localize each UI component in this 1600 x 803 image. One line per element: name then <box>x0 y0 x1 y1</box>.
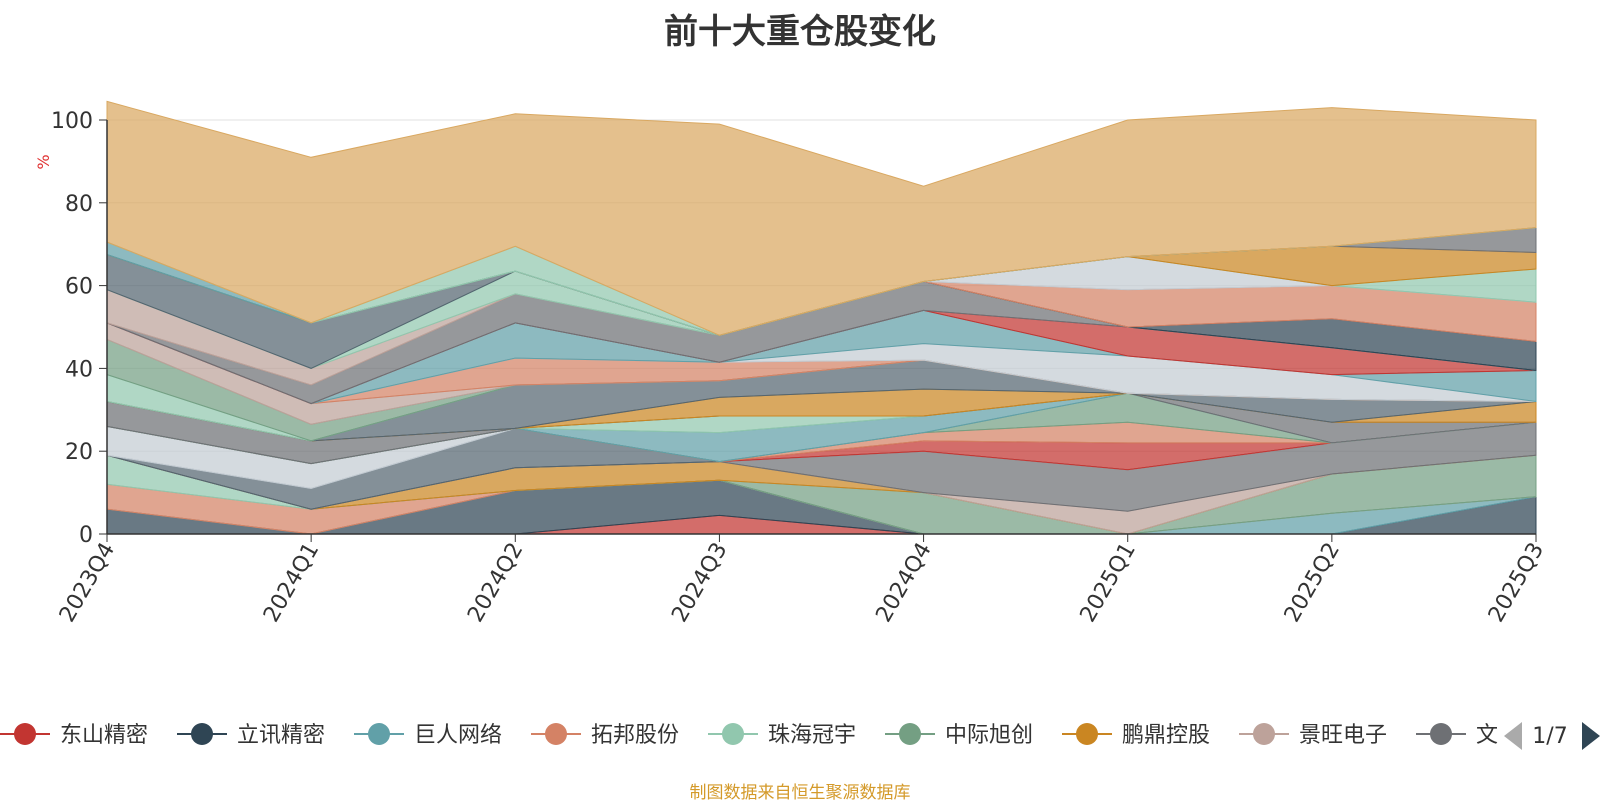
page-title: 前十大重仓股变化 <box>664 12 936 52</box>
y-tick-label-4: 80 <box>65 192 93 217</box>
y-tick-label-3: 60 <box>65 275 93 300</box>
legend-layer: 东山精密 立讯精密 巨人网络 拓邦股份 珠海冠宇 中际旭创 鹏鼎控股 景旺电子 文 <box>0 723 1498 748</box>
legend-label: 立讯精密 <box>237 723 325 748</box>
pager-next-icon[interactable] <box>1582 722 1600 750</box>
legend-item-6[interactable]: 鹏鼎控股 <box>1062 723 1210 748</box>
legend-label: 文 <box>1476 723 1498 748</box>
legend-label: 东山精密 <box>60 723 148 748</box>
legend-marker-icon <box>1253 723 1275 745</box>
legend-item-5[interactable]: 中际旭创 <box>885 723 1033 748</box>
legend-marker-icon <box>191 723 213 745</box>
x-tick-label-4: 2024Q4 <box>871 539 936 627</box>
x-tick-label-3: 2024Q3 <box>667 539 732 627</box>
legend-item-0[interactable]: 东山精密 <box>0 723 148 748</box>
legend-label: 中际旭创 <box>945 723 1033 748</box>
legend-marker-icon <box>368 723 390 745</box>
legend-item-2[interactable]: 巨人网络 <box>354 723 502 748</box>
y-tick-label-0: 0 <box>79 523 93 548</box>
x-tick-label-0: 2023Q4 <box>55 539 120 627</box>
legend-pager: 1/7 <box>1504 722 1600 750</box>
legend-item-3[interactable]: 拓邦股份 <box>531 723 679 748</box>
legend-label: 拓邦股份 <box>591 723 679 748</box>
legend-marker-icon <box>899 723 921 745</box>
x-tick-label-6: 2025Q2 <box>1280 539 1345 627</box>
y-tick-label-2: 40 <box>65 357 93 382</box>
legend-label: 珠海冠宇 <box>768 723 856 748</box>
y-tick-label-5: 100 <box>51 109 93 134</box>
x-tick-label-1: 2024Q1 <box>259 539 324 627</box>
legend-item-1[interactable]: 立讯精密 <box>177 723 325 748</box>
legend-label: 鹏鼎控股 <box>1122 723 1210 748</box>
legend-item-7[interactable]: 景旺电子 <box>1239 723 1387 748</box>
pager-label: 1/7 <box>1532 724 1567 749</box>
y-axis-label: % <box>34 154 53 169</box>
x-tick-label-5: 2025Q1 <box>1076 539 1141 627</box>
x-tick-label-7: 2025Q3 <box>1484 539 1549 627</box>
pager-prev-icon[interactable] <box>1504 722 1522 750</box>
legend-item-4[interactable]: 珠海冠宇 <box>708 723 856 748</box>
x-tick-label-2: 2024Q2 <box>463 539 528 627</box>
source-note: 制图数据来自恒生聚源数据库 <box>689 783 911 803</box>
legend-marker-icon <box>1430 723 1452 745</box>
y-tick-label-1: 20 <box>65 440 93 465</box>
area-layer <box>106 100 1537 535</box>
legend-marker-icon <box>545 723 567 745</box>
legend-marker-icon <box>14 723 36 745</box>
legend-item-8[interactable]: 文 <box>1416 723 1498 748</box>
legend-marker-icon <box>722 723 744 745</box>
legend-marker-icon <box>1076 723 1098 745</box>
legend-label: 景旺电子 <box>1299 723 1387 748</box>
area-series-38 <box>106 100 1537 336</box>
legend-label: 巨人网络 <box>414 723 502 748</box>
